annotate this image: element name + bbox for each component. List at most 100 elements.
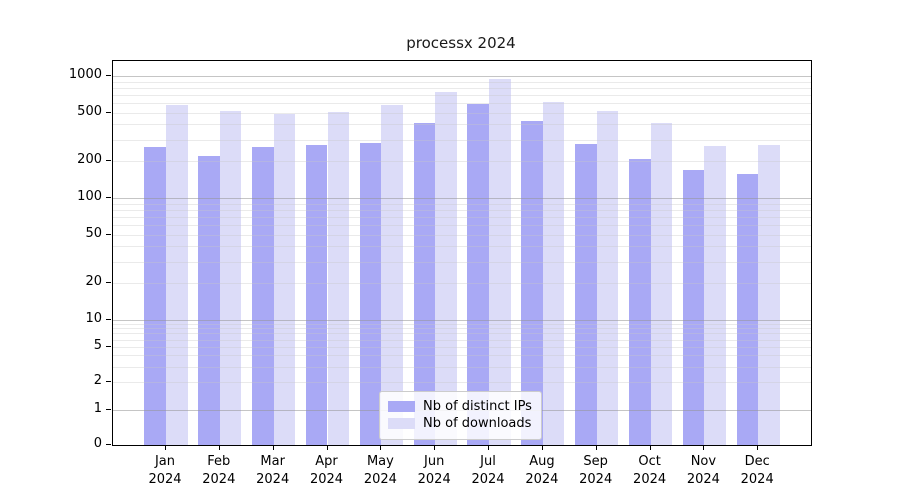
bar-distinct-ips xyxy=(305,144,328,445)
x-tick-label: Aug 2024 xyxy=(512,453,572,489)
x-tick-month: Apr xyxy=(315,454,338,469)
x-tick-mark xyxy=(541,445,543,450)
y-tick-label: 1 xyxy=(93,400,102,416)
y-tick-mark xyxy=(106,381,111,383)
x-tick-label: Jan 2024 xyxy=(135,453,195,489)
bar-distinct-ips xyxy=(198,156,220,445)
x-tick-mark xyxy=(218,445,220,450)
x-tick-label: Feb 2024 xyxy=(189,453,249,489)
gridline-minor xyxy=(113,139,811,141)
legend-entry: Nb of downloads xyxy=(388,416,533,431)
gridline-minor xyxy=(113,87,811,89)
y-tick-label: 100 xyxy=(77,188,102,204)
y-tick-label: 500 xyxy=(77,103,102,119)
x-tick-month: Feb xyxy=(207,454,231,469)
bar-downloads xyxy=(596,111,619,445)
plot-area: Nb of distinct IPs Nb of downloads xyxy=(112,60,812,446)
x-tick-label: Mar 2024 xyxy=(243,453,303,489)
x-tick-year: 2024 xyxy=(525,472,559,487)
bar-downloads xyxy=(435,91,457,445)
gridline-minor xyxy=(113,112,811,114)
gridline-minor xyxy=(113,261,811,263)
gridline-major xyxy=(113,319,811,321)
y-tick-mark xyxy=(106,444,111,445)
y-tick-mark xyxy=(106,318,111,320)
bar-distinct-ips xyxy=(521,121,543,445)
gridline-minor xyxy=(113,246,811,248)
bar-downloads xyxy=(273,113,296,445)
x-tick-mark xyxy=(757,445,759,450)
gridline-minor xyxy=(113,328,811,330)
y-tick-label: 0 xyxy=(93,436,102,451)
bar-downloads xyxy=(489,78,511,445)
bar-distinct-ips xyxy=(575,143,597,445)
x-tick-mark xyxy=(380,445,382,450)
x-tick-mark xyxy=(272,445,274,450)
x-tick-year: 2024 xyxy=(363,472,397,487)
gridline-minor xyxy=(113,333,811,335)
x-tick-year: 2024 xyxy=(633,472,667,487)
x-tick-month: May xyxy=(366,454,394,469)
y-tick-mark xyxy=(106,408,111,410)
bar-downloads xyxy=(327,112,350,445)
legend-swatch xyxy=(388,418,415,429)
bar-downloads xyxy=(542,102,565,445)
x-tick-mark xyxy=(703,445,705,450)
x-tick-label: Apr 2024 xyxy=(297,453,357,489)
y-tick-mark xyxy=(106,160,111,162)
x-tick-month: Dec xyxy=(744,454,770,469)
x-tick-mark xyxy=(488,445,489,450)
gridline-minor xyxy=(113,81,811,83)
bar-downloads xyxy=(381,104,403,445)
gridline-minor xyxy=(113,94,811,96)
y-tick-label: 1000 xyxy=(68,66,102,82)
y-tick-mark xyxy=(106,233,111,235)
x-tick-label: Dec 2024 xyxy=(727,453,787,489)
bar-distinct-ips xyxy=(413,122,436,445)
gridline-major xyxy=(113,75,811,77)
gridline-major xyxy=(113,197,811,199)
x-tick-year: 2024 xyxy=(202,472,236,487)
x-tick-month: Jan xyxy=(154,454,176,469)
bar-downloads xyxy=(758,145,780,445)
y-tick-label: 5 xyxy=(93,337,102,353)
bar-distinct-ips xyxy=(629,159,651,445)
bar-distinct-ips xyxy=(467,104,489,445)
gridline-minor xyxy=(113,161,811,163)
x-tick-mark xyxy=(649,445,651,450)
y-tick-mark xyxy=(106,74,111,76)
x-tick-year: 2024 xyxy=(148,472,182,487)
x-tick-mark xyxy=(595,445,597,450)
y-tick-label: 20 xyxy=(85,273,102,289)
x-tick-mark xyxy=(434,445,436,450)
gridline-minor xyxy=(113,282,811,284)
legend-label: Nb of downloads xyxy=(423,416,532,431)
y-tick-mark xyxy=(106,111,111,113)
x-tick-label: Jul 2024 xyxy=(458,453,518,489)
x-tick-year: 2024 xyxy=(740,472,774,487)
gridline-minor xyxy=(113,323,811,325)
y-tick-label: 10 xyxy=(85,310,102,326)
x-tick-month: Sep xyxy=(583,454,608,469)
bar-downloads xyxy=(650,123,673,445)
y-tick-mark xyxy=(106,196,111,198)
bar-distinct-ips xyxy=(359,142,382,445)
gridline-minor xyxy=(113,382,811,384)
x-tick-year: 2024 xyxy=(256,472,290,487)
gridline-minor xyxy=(113,216,811,218)
x-tick-label: May 2024 xyxy=(350,453,410,489)
x-tick-year: 2024 xyxy=(686,472,720,487)
legend-label: Nb of distinct IPs xyxy=(423,399,532,414)
gridline-minor xyxy=(113,103,811,104)
bar-distinct-ips xyxy=(736,173,759,445)
gridline-minor xyxy=(113,124,811,126)
x-tick-month: Jul xyxy=(480,454,496,469)
bar-distinct-ips xyxy=(682,169,705,445)
x-tick-month: Jun xyxy=(424,454,445,469)
x-tick-label: Oct 2024 xyxy=(620,453,680,489)
x-tick-month: Mar xyxy=(260,454,285,469)
legend: Nb of distinct IPs Nb of downloads xyxy=(379,391,542,440)
y-tick-mark xyxy=(106,281,111,283)
x-tick-year: 2024 xyxy=(471,472,505,487)
